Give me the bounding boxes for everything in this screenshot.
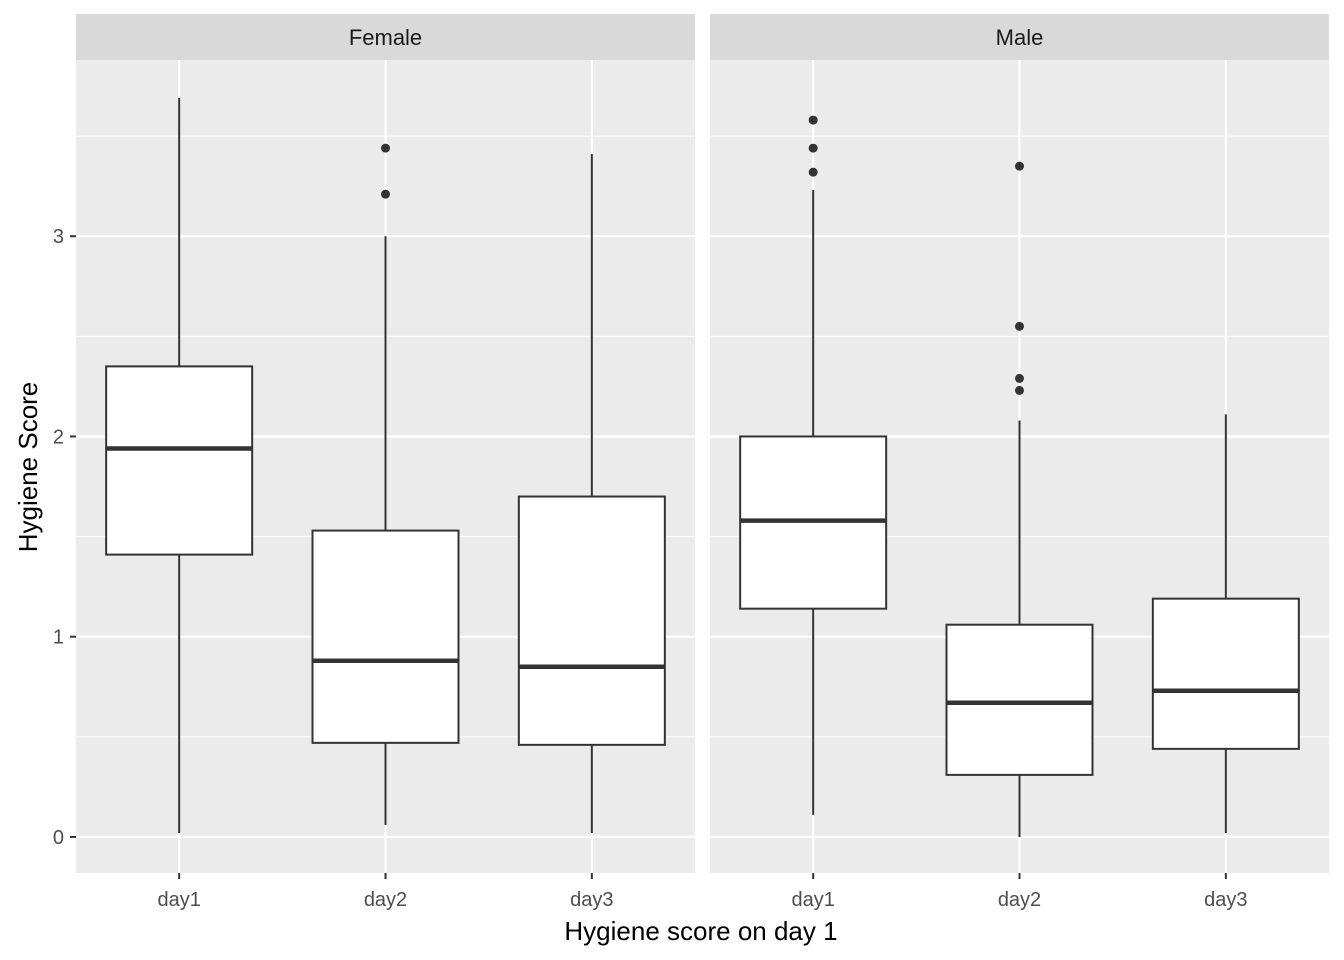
outlier-point — [1015, 161, 1024, 171]
box-day1 — [739, 115, 888, 815]
outlier-point — [381, 189, 390, 199]
box-iqr — [311, 529, 460, 744]
box-iqr — [1151, 597, 1300, 750]
facet-strip — [76, 14, 695, 60]
y-tick-label: 2 — [53, 426, 64, 448]
x-tick-label: day3 — [570, 889, 613, 911]
facet-panel-male: Male day1 day2 day3 — [710, 14, 1329, 911]
box-day2 — [945, 161, 1094, 837]
facet-strip-label: Female — [349, 25, 422, 50]
outlier-point — [1015, 385, 1024, 395]
box-day1 — [105, 98, 254, 833]
y-tick-label: 1 — [53, 627, 64, 649]
y-axis-title: Hygiene Score — [13, 382, 43, 553]
outlier-point — [381, 143, 390, 153]
box-iqr — [945, 623, 1094, 776]
facet-strip — [710, 14, 1329, 60]
box-day3 — [517, 154, 666, 833]
x-tick-label: day1 — [791, 889, 834, 911]
outlier-point — [808, 115, 818, 125]
outlier-point — [1015, 373, 1024, 383]
box-day3 — [1151, 414, 1300, 833]
x-tick-label: day2 — [364, 889, 407, 911]
box-day2 — [311, 143, 460, 825]
facet-strip-label: Male — [996, 25, 1044, 50]
y-tick-label: 0 — [53, 827, 64, 849]
box-iqr — [517, 495, 666, 746]
facet-panels: Female day1 day2 day3 Male day1 day2 day3 — [76, 14, 1329, 911]
x-axis-title: Hygiene score on day 1 — [564, 916, 837, 946]
outlier-point — [808, 143, 818, 153]
box-iqr — [105, 365, 254, 556]
outlier-point — [1015, 321, 1024, 331]
x-tick-label: day1 — [157, 889, 200, 911]
facet-panel-female: Female day1 day2 day3 — [76, 14, 695, 911]
x-tick-label: day2 — [998, 889, 1041, 911]
y-tick-label: 3 — [53, 226, 64, 248]
outlier-point — [808, 167, 818, 177]
y-axis: 0 1 2 3 — [53, 226, 76, 849]
x-tick-label: day3 — [1204, 889, 1247, 911]
